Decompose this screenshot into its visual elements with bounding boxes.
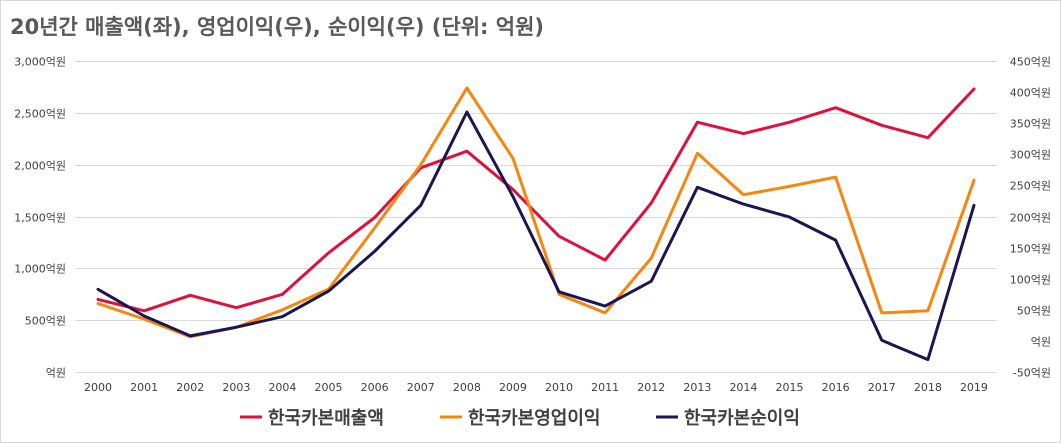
right-tick-label: 250억원: [1010, 180, 1051, 193]
chart-title: 20년간 매출액(좌), 영업이익(우), 순이익(우) (단위: 억원): [10, 15, 544, 39]
x-tick-label: 2000: [84, 381, 112, 394]
legend-label: 한국카본매출액: [268, 408, 384, 429]
x-tick-label: 2016: [822, 381, 850, 394]
series-line-1: [96, 87, 976, 313]
grid-layer: [75, 61, 997, 373]
x-tick-label: 2011: [591, 381, 619, 394]
x-tick-label: 2004: [268, 381, 296, 394]
left-tick-label: 3,000억원: [14, 56, 66, 69]
x-tick-label: 2008: [453, 381, 481, 394]
x-tick-label: 2013: [683, 381, 711, 394]
x-tick-label: 2005: [315, 381, 343, 394]
right-tick-label: 200억원: [1010, 212, 1051, 225]
legend-label: 한국카본순이익: [684, 408, 800, 429]
x-axis: 2000 2001 2002 2003 2004 2005 2006 2007 2008 2009…: [84, 381, 988, 394]
x-tick-label: 2019: [960, 381, 988, 394]
right-tick-label: 350억원: [1010, 118, 1051, 131]
right-tick-label: 50억원: [1017, 305, 1051, 318]
left-tick-label: 1,000억원: [14, 263, 66, 276]
x-tick-label: 2009: [499, 381, 527, 394]
x-tick-label: 2018: [914, 381, 942, 394]
right-tick-label: 100억원: [1010, 274, 1051, 287]
x-tick-label: 2006: [361, 381, 389, 394]
left-tick-label: 500억원: [25, 315, 66, 328]
left-tick-label: 억원: [46, 367, 66, 380]
x-tick-label: 2010: [545, 381, 573, 394]
x-tick-label: 2001: [130, 381, 158, 394]
x-tick-label: 2017: [868, 381, 896, 394]
right-tick-label: 억원: [1031, 336, 1051, 349]
left-tick-label: 2,500억원: [14, 108, 66, 121]
left-axis: 억원 500억원 1,000억원 1,500억원 2,000억원 2,500억원 3,000…: [14, 56, 66, 380]
right-tick-label: 150억원: [1010, 243, 1051, 256]
series-line-3: [96, 110, 976, 362]
x-tick-label: 2002: [176, 381, 204, 394]
right-tick-label: 400억원: [1010, 87, 1051, 100]
x-tick-label: 2014: [729, 381, 757, 394]
x-tick-label: 2015: [776, 381, 804, 394]
x-tick-label: 2007: [407, 381, 435, 394]
right-tick-label: -50억원: [1013, 367, 1051, 380]
left-tick-label: 1,500억원: [14, 212, 66, 225]
right-tick-label: 450억원: [1010, 56, 1051, 69]
left-tick-label: 2,000억원: [14, 160, 66, 173]
right-axis: -50억원 억원 50억원 100억원 150억원 200억원 250억원 300억원 350억…: [1010, 56, 1051, 380]
series-layer: [96, 86, 976, 362]
legend-label: 한국카본영업이익: [468, 408, 600, 429]
x-tick-label: 2012: [637, 381, 665, 394]
right-tick-label: 300억원: [1010, 149, 1051, 162]
legend: 한국카본매출액 한국카본영업이익 한국카본순이익: [240, 408, 800, 429]
x-tick-label: 2003: [222, 381, 250, 394]
